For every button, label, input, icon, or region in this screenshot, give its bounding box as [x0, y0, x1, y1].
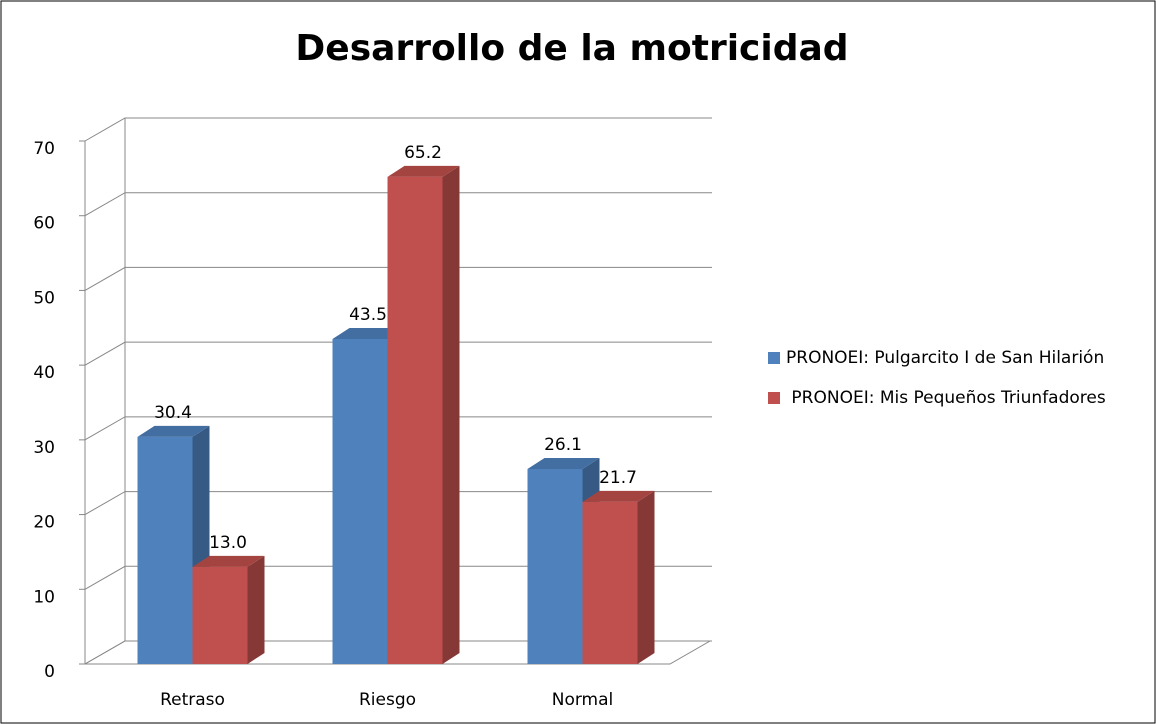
data-label: 43.5: [349, 305, 387, 325]
bar-top: [192, 555, 265, 567]
legend: PRONOEI: Pulgarcito I de San Hilarión PR…: [760, 345, 1150, 425]
bar-front: [582, 501, 638, 664]
legend-item: PRONOEI: Mis Pequeños Triunfadores: [760, 385, 1150, 411]
bar-front: [137, 436, 193, 664]
data-label: 30.4: [154, 403, 192, 423]
data-label: 26.1: [544, 435, 582, 455]
y-tick-label: 50: [33, 288, 55, 308]
legend-item: PRONOEI: Pulgarcito I de San Hilarión: [760, 345, 1150, 371]
y-tick-label: 40: [33, 363, 55, 383]
y-tick-label: 0: [44, 662, 55, 682]
y-tick-label: 70: [33, 139, 55, 159]
bar-side: [442, 165, 460, 664]
bar-top: [582, 490, 655, 502]
x-tick-label: Riesgo: [359, 690, 416, 710]
legend-label: PRONOEI: Pulgarcito I de San Hilarión: [786, 348, 1105, 368]
bar-front: [527, 468, 583, 664]
legend-label: PRONOEI: Mis Pequeños Triunfadores: [786, 388, 1106, 408]
bar: [192, 555, 265, 664]
chart-title: Desarrollo de la motricidad: [295, 28, 848, 69]
data-label: 21.7: [599, 468, 637, 488]
x-tick-label: Normal: [552, 690, 614, 710]
grid-line: [84, 266, 712, 291]
bar-front: [332, 338, 388, 664]
bar-top: [137, 425, 210, 437]
y-tick-label: 10: [33, 587, 55, 607]
bar-top: [332, 327, 405, 339]
grid-line: [84, 341, 712, 366]
bar-front: [192, 566, 248, 664]
grid-line: [84, 491, 712, 516]
bar-front: [387, 176, 443, 664]
bar-side: [247, 555, 265, 664]
grid-line: [84, 117, 712, 142]
data-label: 65.2: [404, 143, 442, 163]
y-tick-label: 60: [33, 214, 55, 234]
bar-top: [387, 165, 460, 177]
x-tick-label: Retraso: [160, 690, 225, 710]
y-tick-label: 30: [33, 438, 55, 458]
legend-swatch: [768, 392, 780, 404]
grid-line: [84, 565, 712, 590]
bar: [582, 490, 655, 664]
bar-top: [527, 457, 600, 469]
bar-side: [637, 490, 655, 664]
grid-line: [84, 192, 712, 217]
bar: [387, 165, 460, 664]
y-tick-label: 20: [33, 513, 55, 533]
legend-swatch: [768, 352, 780, 364]
data-label: 13.0: [209, 533, 247, 553]
grid-line: [84, 640, 712, 665]
grid-line: [84, 416, 712, 441]
